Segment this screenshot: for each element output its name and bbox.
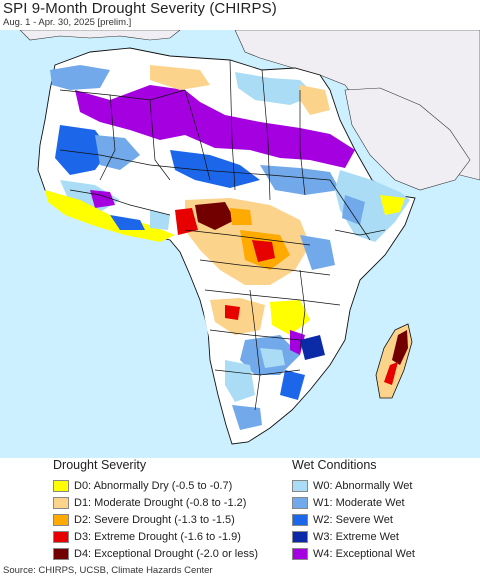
d4-swatch — [53, 547, 69, 560]
outside-region-north — [19, 30, 181, 41]
d3-swatch — [53, 530, 69, 543]
legend-label: D3: Extreme Drought (-1.6 to -1.9) — [74, 530, 241, 543]
west-africa-coast — [45, 190, 175, 242]
w3-swatch — [292, 530, 308, 543]
madagascar-d3 — [384, 362, 398, 385]
sahara-wet-zone — [50, 65, 355, 212]
legend-item-w2: W2: Severe Wet — [292, 511, 415, 528]
arabian-peninsula — [344, 87, 471, 191]
legend-label: D4: Exceptional Drought (-2.0 or less) — [74, 547, 259, 560]
legend-label: D1: Moderate Drought (-0.8 to -1.2) — [74, 496, 247, 509]
legend-label: W4: Exceptional Wet — [313, 547, 415, 560]
legend-item-w3: W3: Extreme Wet — [292, 528, 415, 545]
legend-label: W3: Extreme Wet — [313, 530, 399, 543]
legend-label: W0: Abnormally Wet — [313, 479, 413, 492]
d0-swatch — [53, 479, 69, 492]
legend-item-d2: D2: Severe Drought (-1.3 to -1.5) — [53, 511, 258, 528]
source-credit: Source: CHIRPS, UCSB, Climate Hazards Ce… — [3, 565, 213, 576]
legend-item-w4: W4: Exceptional Wet — [292, 545, 415, 562]
legend-item-d3: D3: Extreme Drought (-1.6 to -1.9) — [53, 528, 258, 545]
drought-legend: Drought Severity D0: Abnormally Dry (-0.… — [53, 458, 258, 562]
drought-map — [0, 30, 480, 458]
legend-label: W2: Severe Wet — [313, 513, 393, 526]
legend-item-w1: W1: Moderate Wet — [292, 494, 415, 511]
drought-legend-heading: Drought Severity — [53, 458, 147, 472]
country-borders — [59, 59, 386, 411]
legend-item-d4: D4: Exceptional Drought (-2.0 or less) — [53, 545, 258, 562]
d2-swatch — [53, 513, 69, 526]
legend-item-d0: D0: Abnormally Dry (-0.5 to -0.7) — [53, 477, 258, 494]
wet-legend: Wet Conditions W0: Abnormally Wet W1: Mo… — [292, 458, 415, 562]
madagascar-d4 — [392, 330, 408, 365]
legend-label: W1: Moderate Wet — [313, 496, 405, 509]
southern-africa — [200, 285, 340, 430]
horn-of-africa — [335, 170, 410, 242]
w2-swatch — [292, 513, 308, 526]
legend: Drought Severity D0: Abnormally Dry (-0.… — [0, 458, 480, 564]
central-africa-drought — [175, 198, 335, 285]
legend-item-d1: D1: Moderate Drought (-0.8 to -1.2) — [53, 494, 258, 511]
map-title: SPI 9-Month Drought Severity (CHIRPS) — [3, 0, 277, 17]
w1-swatch — [292, 496, 308, 509]
legend-label: D2: Severe Drought (-1.3 to -1.5) — [74, 513, 235, 526]
w0-swatch — [292, 479, 308, 492]
map-svg — [0, 30, 480, 458]
wet-legend-heading: Wet Conditions — [292, 458, 377, 472]
legend-item-w0: W0: Abnormally Wet — [292, 477, 415, 494]
map-subtitle: Aug. 1 - Apr. 30, 2025 [prelim.] — [3, 17, 132, 28]
legend-label: D0: Abnormally Dry (-0.5 to -0.7) — [74, 479, 233, 492]
d1-swatch — [53, 496, 69, 509]
w4-swatch — [292, 547, 308, 560]
